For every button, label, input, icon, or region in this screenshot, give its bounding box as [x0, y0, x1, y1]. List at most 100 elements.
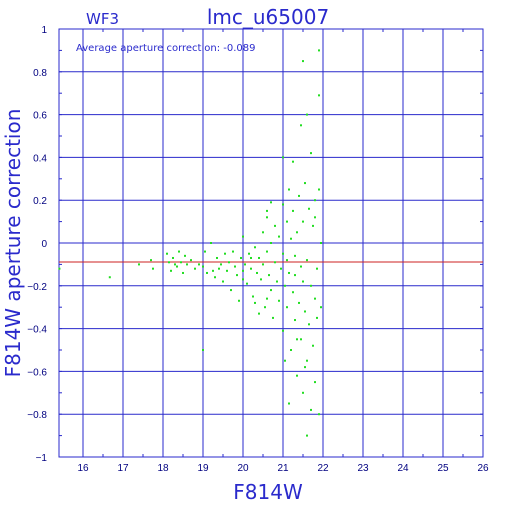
data-point [234, 265, 236, 268]
data-point [270, 289, 272, 292]
data-point [274, 224, 276, 227]
data-point [264, 306, 266, 309]
y-tick-label: 0.6 [33, 111, 47, 122]
data-point [210, 242, 212, 244]
data-point [306, 359, 308, 362]
data-point [310, 152, 312, 155]
x-tick-label: 19 [197, 463, 209, 474]
data-point [204, 250, 206, 253]
data-point [108, 276, 111, 279]
data-point [304, 182, 306, 185]
data-point [314, 381, 316, 384]
data-point [312, 344, 314, 347]
data-point [254, 301, 256, 304]
data-point [180, 261, 182, 264]
data-point [240, 256, 242, 259]
data-point [282, 329, 284, 332]
data-point [202, 349, 204, 351]
data-point [182, 271, 184, 274]
data-point [248, 252, 250, 255]
data-point [306, 259, 308, 262]
data-point [190, 259, 192, 262]
data-point [244, 263, 246, 266]
y-tick-label: −0.8 [27, 410, 47, 421]
data-point [238, 299, 240, 302]
y-tick-label: 0.4 [33, 153, 47, 164]
data-point [292, 209, 294, 212]
data-point [292, 291, 294, 294]
data-point [280, 267, 282, 270]
data-points [58, 49, 322, 437]
data-point [314, 199, 316, 202]
data-point [304, 310, 306, 313]
data-point [296, 338, 298, 341]
data-point [276, 280, 278, 283]
data-point [212, 269, 214, 272]
data-point [230, 289, 232, 292]
data-point [258, 256, 260, 259]
data-point [292, 160, 294, 163]
data-point [220, 263, 222, 266]
data-point [172, 256, 174, 259]
data-point [224, 252, 226, 255]
data-point [236, 274, 238, 277]
data-point [278, 299, 280, 302]
data-point [282, 203, 284, 206]
data-point [274, 261, 276, 264]
data-point [250, 267, 252, 270]
data-point [318, 413, 320, 416]
data-point [262, 263, 264, 266]
data-point [168, 261, 170, 264]
data-point [316, 267, 318, 270]
data-point [298, 194, 300, 197]
data-point [308, 207, 310, 210]
data-point [138, 263, 140, 266]
data-point [314, 216, 316, 219]
x-tick-label: 16 [77, 463, 89, 474]
data-point [150, 259, 152, 262]
x-tick-label: 22 [317, 463, 329, 474]
data-point [242, 278, 244, 281]
data-point [266, 209, 268, 212]
data-point [318, 94, 320, 97]
data-point [242, 269, 244, 272]
x-tick-label: 17 [117, 463, 129, 474]
y-axis-label: F814W aperture correction [1, 109, 25, 378]
data-point [246, 282, 248, 285]
data-point [270, 242, 272, 244]
data-point [284, 359, 286, 362]
data-point [302, 391, 304, 394]
y-tick-label: 1 [41, 25, 47, 36]
data-point [278, 235, 280, 238]
data-point [300, 124, 302, 127]
x-axis-label: F814W [233, 480, 303, 504]
data-point [286, 306, 288, 309]
data-point [226, 269, 228, 272]
data-point [170, 269, 172, 272]
x-tick-label: 23 [357, 463, 369, 474]
data-point [302, 60, 304, 63]
data-point [290, 349, 292, 351]
data-point [214, 276, 216, 279]
data-point [216, 256, 218, 259]
chip-label: WF3 [86, 10, 119, 28]
data-point [186, 263, 188, 266]
data-point [268, 274, 270, 277]
data-point [298, 301, 300, 304]
data-point [312, 224, 314, 227]
x-tick-label: 20 [237, 463, 249, 474]
data-point [260, 278, 262, 281]
x-tick-label: 24 [397, 463, 409, 474]
data-point [302, 220, 304, 223]
data-point [266, 216, 268, 219]
data-point [250, 256, 252, 259]
data-point [152, 267, 154, 270]
data-point [256, 271, 258, 274]
data-point [310, 408, 312, 411]
x-tick-label: 26 [477, 463, 489, 474]
data-point [232, 250, 234, 253]
data-point [286, 259, 288, 262]
data-point [282, 156, 284, 159]
data-point [284, 284, 286, 287]
